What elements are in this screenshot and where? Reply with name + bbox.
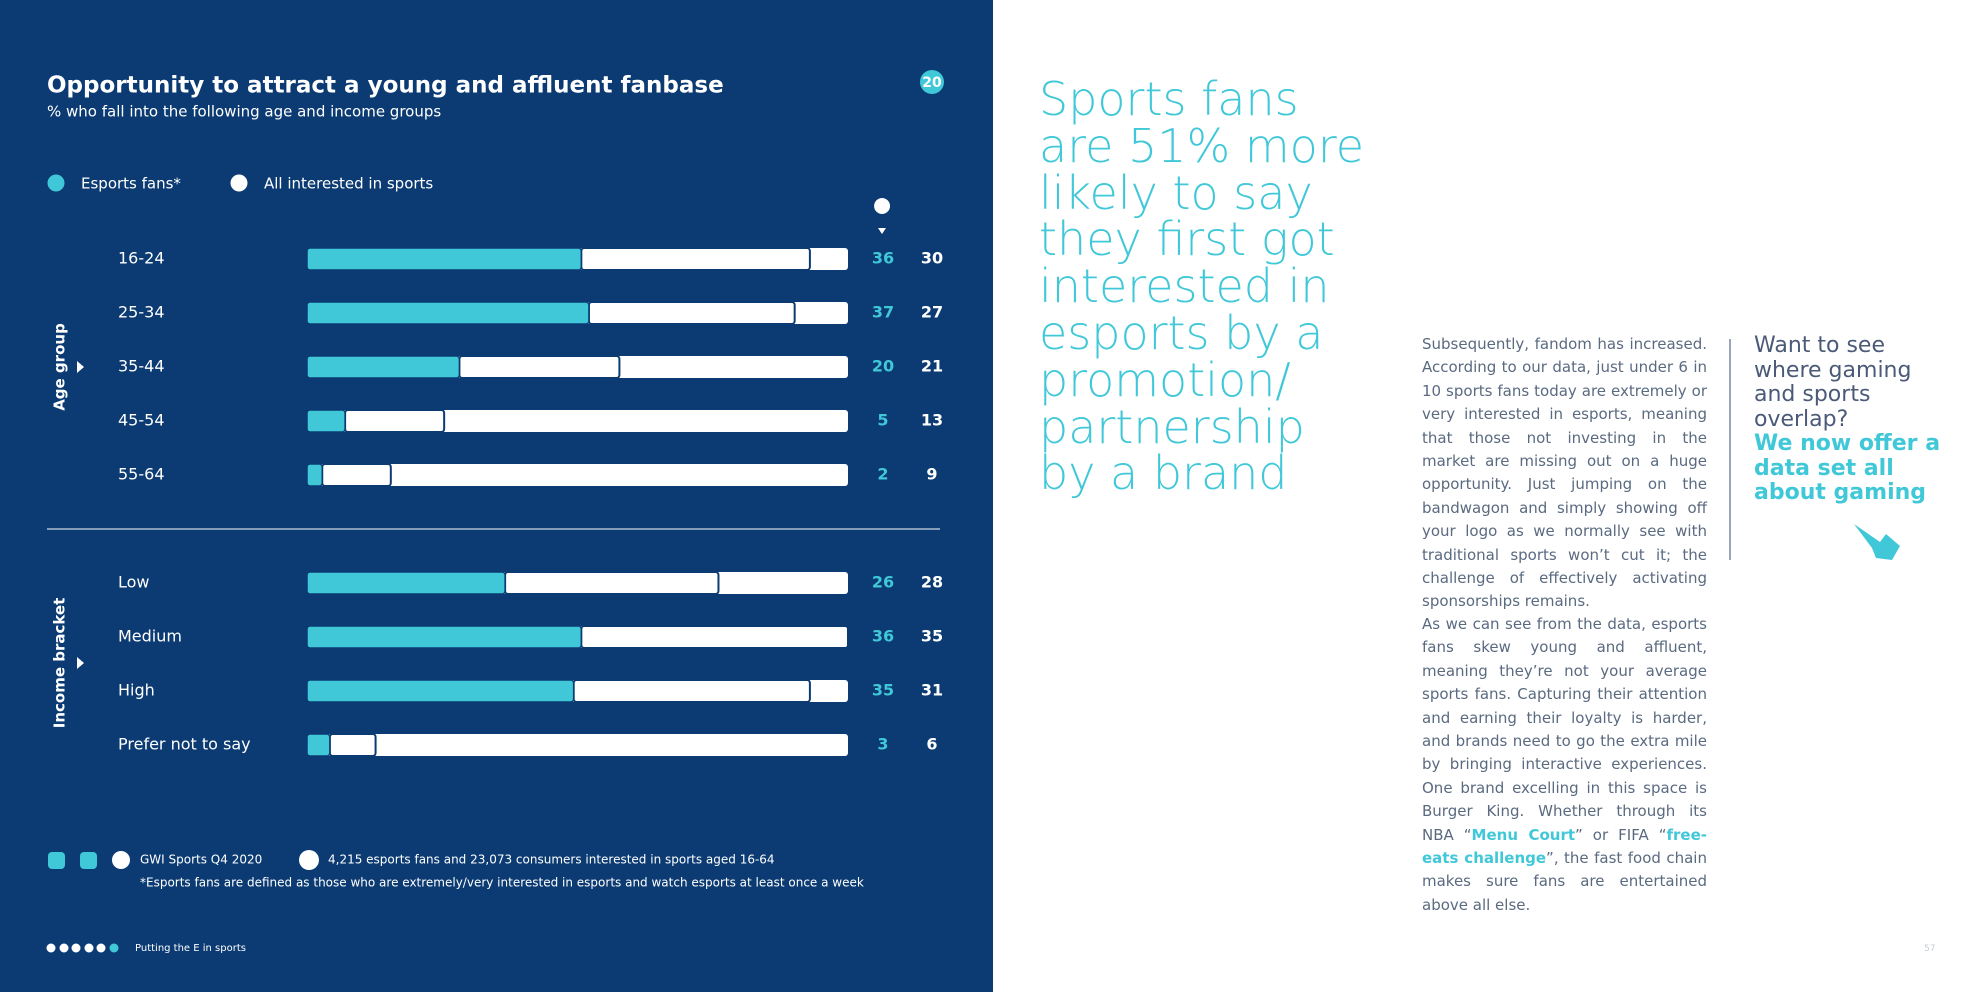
quote-line: interested in — [1039, 259, 1330, 314]
quote-line: are 51% more — [1039, 118, 1365, 173]
legend-label: All interested in sports — [264, 175, 433, 193]
value-label: 36 — [872, 249, 894, 268]
category-label: 55-64 — [118, 465, 165, 484]
category-label: 35-44 — [118, 357, 165, 376]
quote-line: they first got — [1039, 212, 1335, 267]
quote-line: promotion/ — [1039, 352, 1291, 407]
callout: Want to see where gaming and sports over… — [1754, 333, 1954, 506]
marker-icon — [874, 198, 891, 234]
subtitle: % who fall into the following age and in… — [47, 103, 441, 121]
panel-bg — [0, 0, 993, 992]
value-label: 36 — [872, 627, 894, 646]
bar — [306, 409, 346, 433]
bar — [306, 679, 575, 703]
section: Putting the E in sports — [135, 943, 246, 954]
value-label: 27 — [921, 303, 943, 322]
value-label: 9 — [926, 465, 937, 484]
paragraph: As we can see from the data, esports fan… — [1422, 613, 1707, 917]
quote-line: likely to say — [1039, 165, 1313, 220]
icon — [48, 852, 65, 869]
bar — [572, 679, 811, 703]
bar — [587, 301, 796, 325]
bar — [306, 463, 323, 487]
title: Opportunity to attract a young and afflu… — [47, 73, 724, 99]
icon — [299, 850, 319, 870]
bar — [306, 625, 583, 649]
highlight: Menu Court — [1471, 825, 1576, 844]
source: GWI Sports Q4 2020 — [140, 853, 262, 867]
bar — [580, 625, 850, 649]
badge-text: 20 — [922, 75, 942, 91]
quote-line: Sports fans — [1039, 72, 1299, 126]
value-label: 13 — [921, 411, 943, 430]
icon — [112, 851, 130, 869]
legend-swatch — [47, 174, 65, 192]
bar — [321, 463, 392, 487]
quote-line: partnership — [1039, 399, 1305, 454]
footnote: *Esports fans are defined as those who a… — [140, 876, 864, 890]
bar — [306, 301, 590, 325]
value-label: 30 — [921, 249, 943, 268]
value-label: 3 — [877, 735, 888, 754]
bar — [306, 733, 331, 757]
value-label: 5 — [877, 411, 888, 430]
paragraph: Subsequently, fandom has increased. Acco… — [1422, 335, 1707, 611]
text: As we can see from the data, esports fan… — [1422, 615, 1707, 844]
arrow — [77, 361, 84, 373]
value-label: 35 — [872, 681, 894, 700]
bar — [344, 409, 446, 433]
quote-line: by a brand — [1039, 446, 1288, 501]
quote: Sports fans are 51% more likely to say they… — [1039, 76, 1364, 497]
sample: 4,215 esports fans and 23,073 consumers … — [328, 853, 775, 867]
category-label: 25-34 — [118, 303, 165, 322]
page-number: 57 — [1924, 944, 1936, 954]
callout-answer: We now offer a data set all about gaming — [1754, 431, 1941, 505]
value-label: 21 — [921, 357, 943, 376]
highlight: free-eats challenge — [1422, 825, 1707, 868]
category-label: Medium — [118, 627, 182, 646]
badge — [920, 70, 944, 94]
value-label: 28 — [921, 573, 943, 592]
legend-swatch — [230, 174, 248, 192]
value-label: 20 — [872, 357, 894, 376]
hand-icon — [1854, 524, 1900, 560]
category-label: 45-54 — [118, 411, 165, 430]
quote-line: esports by a — [1039, 305, 1324, 360]
chart-panel: Opportunity to attract a young and afflu… — [0, 0, 993, 992]
value-label: 37 — [872, 303, 894, 322]
text: ”, the fast food chain makes sure fans a… — [1422, 849, 1707, 914]
legend-label: Esports fans* — [81, 175, 181, 193]
value-label: 31 — [921, 681, 943, 700]
category-label: High — [118, 681, 155, 700]
bar — [306, 355, 461, 379]
bar — [504, 571, 720, 595]
category-label: Low — [118, 573, 150, 592]
rule — [1729, 339, 1731, 560]
icon — [80, 852, 97, 869]
category-label: 16-24 — [118, 249, 165, 268]
bar — [580, 247, 811, 271]
bar — [306, 571, 506, 595]
value-label: 35 — [921, 627, 943, 646]
category-label: Prefer not to say — [118, 735, 251, 754]
value-label: 2 — [877, 465, 888, 484]
track — [307, 734, 848, 756]
value-label: 6 — [926, 735, 937, 754]
value-label: 26 — [872, 573, 894, 592]
group-label: Income bracket — [51, 598, 69, 729]
text: ” or FIFA “ — [1575, 825, 1667, 844]
bar — [306, 247, 583, 271]
arrow — [77, 657, 84, 669]
bar — [328, 733, 377, 757]
group-label: Age group — [51, 323, 69, 411]
bar — [458, 355, 621, 379]
callout-question: Want to see where gaming and sports over… — [1754, 333, 1912, 432]
dots — [46, 943, 119, 953]
track — [307, 464, 848, 486]
